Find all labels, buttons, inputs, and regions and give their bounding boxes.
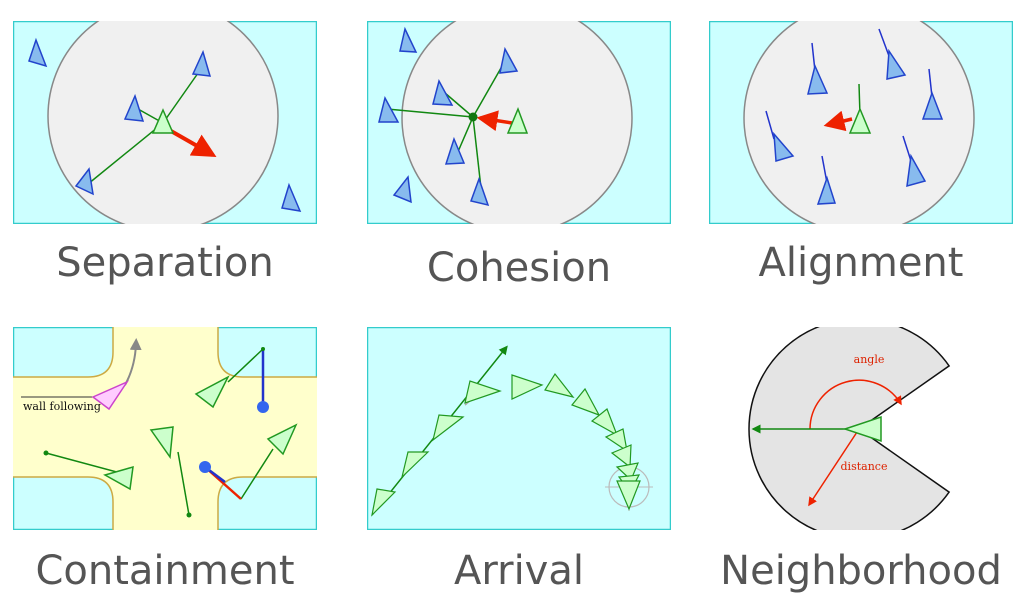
separation-panel [13,21,317,224]
steering-force-arrow [170,129,217,157]
velocity-line [227,348,264,383]
alignment-diagram [709,21,1013,224]
panel-background [367,327,671,530]
cohesion-vector [472,116,482,189]
path-edge [13,327,114,378]
arrival-panel [367,327,671,530]
velocity-line [902,135,912,162]
probe-point [199,461,211,473]
containment-caption: Containment [35,548,295,594]
wall-following-label: wall following [23,400,101,413]
boid [103,465,134,491]
velocity-line [45,452,129,476]
neighborhood-panel: angle distance [709,327,1013,530]
focal-boid [842,415,882,443]
trail-boid [511,374,544,400]
trail-boid [604,428,628,453]
cohesion-vector [456,116,474,155]
boid [28,37,48,68]
focal-boid [848,107,872,134]
cohesion-vector [472,60,506,118]
probe-origin [43,450,49,456]
probe-origin [261,347,265,351]
velocity-line [177,451,190,516]
boid [906,153,927,188]
velocity-line [878,28,890,57]
velocity-line [765,110,775,140]
boid [191,49,212,77]
distance-label: distance [841,460,888,473]
path-edge [217,327,317,378]
trail-boid [371,488,397,517]
trail-boid [400,451,430,479]
boid [74,167,94,196]
neighborhood-diagram: angle distance [748,327,951,530]
cohesion-diagram [367,21,671,224]
wall-following-boid [91,380,130,411]
alignment-panel [709,21,1013,224]
cohesion-panel [367,21,671,224]
boid [149,426,174,460]
angle-arc [809,379,902,430]
cohesion-vector [386,108,474,118]
trail-boid [432,414,465,442]
boid [816,175,837,205]
boid [378,95,400,123]
neighborhood-caption: Neighborhood [720,548,1002,594]
boid [432,78,454,106]
alignment-caption: Alignment [758,240,964,286]
focal-boid [151,108,175,134]
path-edge [13,476,114,530]
arrival-caption: Arrival [454,548,584,594]
focal-boid [506,106,529,134]
steering-force-arrow [823,110,853,132]
boid [266,423,298,456]
boid [470,176,490,207]
boid [886,48,907,80]
trail-boid [544,372,575,399]
separation-vector [87,122,164,185]
boid [773,131,795,162]
boid [281,182,302,212]
probe-point [257,401,269,413]
separation-vector [162,65,204,124]
containment-panel: wall following [13,327,317,530]
boid [807,63,829,95]
steering-force-arrow [476,110,513,132]
cohesion-vector [444,92,474,118]
boid [399,26,418,53]
boid [194,375,230,409]
probe-origin [186,512,192,518]
velocity-line [240,448,274,500]
trail-boid [464,380,502,404]
separation-caption: Separation [56,240,274,286]
boid [392,175,412,204]
separation-diagram [13,21,317,224]
trail-boid [610,444,632,469]
center-of-mass-point [468,112,478,122]
boid [123,93,145,122]
containment-diagram: wall following [13,327,317,530]
cohesion-caption: Cohesion [426,245,612,291]
arrival-diagram [367,327,671,530]
trail-boid [590,408,619,437]
angle-label: angle [854,353,885,366]
boid [499,46,519,74]
boid [921,90,944,120]
arrived-boid [616,480,641,511]
trail-boid [571,387,601,417]
boid [444,136,466,165]
distance-arrow [808,428,860,507]
